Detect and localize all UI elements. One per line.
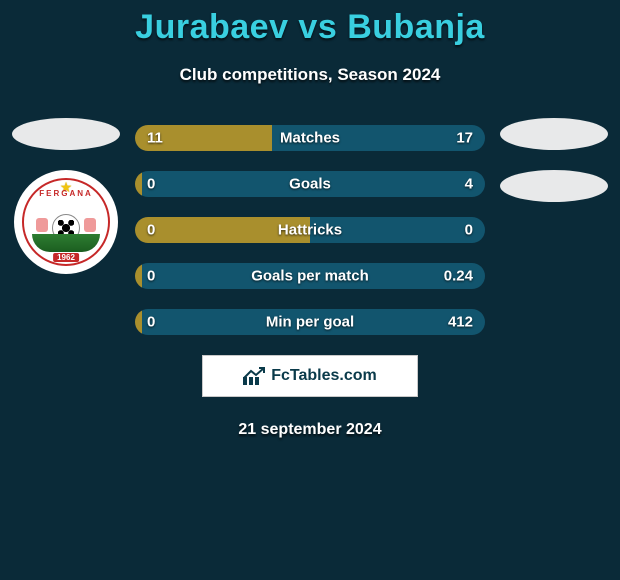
club2-badge-placeholder [500, 170, 608, 202]
value-left: 0 [147, 176, 155, 193]
right-badges [494, 118, 614, 222]
value-right: 4 [465, 176, 473, 193]
content: Jurabaev vs Bubanja Club competitions, S… [0, 0, 620, 439]
subtitle: Club competitions, Season 2024 [0, 65, 620, 85]
value-right: 17 [456, 130, 473, 147]
stat-label: Hattricks [278, 222, 342, 239]
chart-arrow-icon [243, 367, 265, 385]
club-name: FERGANA [39, 189, 93, 198]
stat-row-hattricks: 0 0 Hattricks [135, 217, 485, 243]
club-year: 1962 [53, 253, 79, 262]
value-right: 0.24 [444, 268, 473, 285]
club-badge-fergana: ★ FERGANA 1962 [14, 170, 118, 274]
stat-row-min-per-goal: 0 412 Min per goal [135, 309, 485, 335]
stat-row-goals-per-match: 0 0.24 Goals per match [135, 263, 485, 289]
player2-badge-placeholder [500, 118, 608, 150]
club-badge-inner: ★ FERGANA 1962 [22, 178, 110, 266]
stat-label: Min per goal [266, 314, 354, 331]
player1-badge-placeholder [12, 118, 120, 150]
grass-icon [32, 234, 100, 252]
stat-label: Matches [280, 130, 340, 147]
date: 21 september 2024 [0, 421, 620, 439]
stat-row-goals: 0 4 Goals [135, 171, 485, 197]
value-left: 11 [147, 130, 163, 147]
left-badges: ★ FERGANA 1962 [6, 118, 126, 274]
value-left: 0 [147, 268, 155, 285]
page-title: Jurabaev vs Bubanja [0, 8, 620, 47]
stat-label: Goals per match [251, 268, 369, 285]
value-right: 0 [465, 222, 473, 239]
brand-box[interactable]: FcTables.com [202, 355, 418, 397]
brand-text: FcTables.com [271, 367, 377, 385]
value-left: 0 [147, 222, 155, 239]
bar-left [135, 263, 142, 289]
value-right: 412 [448, 314, 473, 331]
value-left: 0 [147, 314, 155, 331]
stat-label: Goals [289, 176, 331, 193]
bar-left [135, 309, 142, 335]
comparison-bars: 11 17 Matches 0 4 Goals 0 0 Hattricks 0 0.24 Goals … [135, 125, 485, 335]
bar-left [135, 171, 142, 197]
stat-row-matches: 11 17 Matches [135, 125, 485, 151]
